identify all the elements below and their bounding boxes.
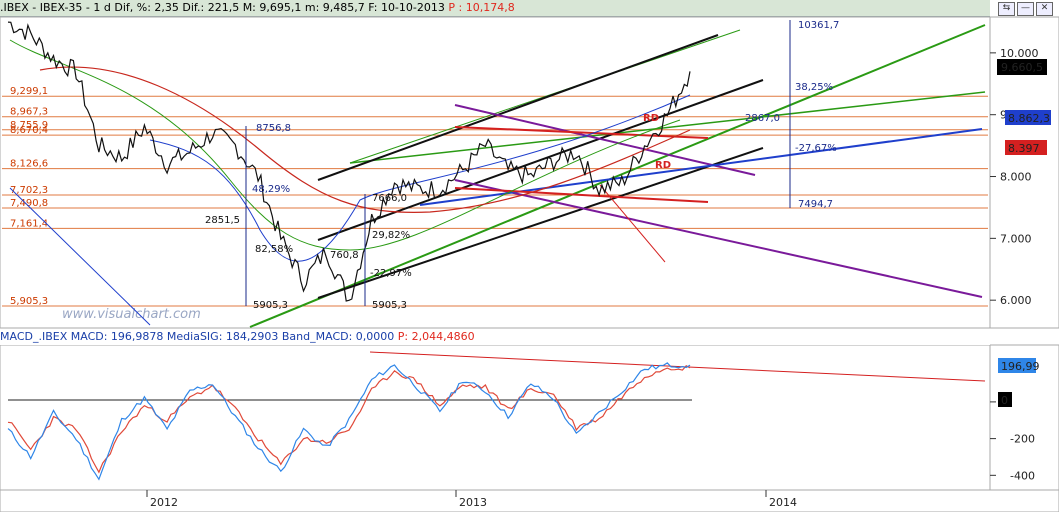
annotation-27-67: -27,67%: [795, 143, 837, 154]
price-chart-header: .IBEX - IBEX-35 - 1 d Dif, %: 2,35 Dif.:…: [0, 0, 990, 17]
level-label: 8,755,9: [10, 120, 48, 131]
macd-p-value: P: 2,044,4860: [397, 330, 475, 343]
macd-axis: -200 -400: [990, 401, 1035, 482]
black-channel-lower: [317, 147, 764, 299]
blue-price-value: 8.862,3: [1008, 112, 1050, 125]
date-axis-area: [0, 489, 1059, 512]
macd-series: [7, 362, 691, 481]
ma-blue: [149, 94, 691, 262]
y-tick-label: 8.000: [1000, 171, 1032, 184]
annotation-760: 760,8: [330, 250, 359, 261]
y-tick-label: 7.000: [1000, 232, 1032, 245]
symbol-info: .IBEX - IBEX-35 - 1 d Dif, %: 2,35 Dif.:…: [0, 1, 445, 14]
current-price-tag: [997, 59, 1047, 75]
level-label: 7,702,3: [10, 185, 48, 196]
level-label: 8,967,3: [10, 107, 48, 118]
x-tick-label: 2012: [150, 496, 178, 509]
y-tick-label: 10.000: [1000, 47, 1039, 60]
red-price-tag: [1005, 140, 1047, 155]
annotation-10361: 10361,7: [798, 20, 839, 31]
annotation-5905-b: 5905,3: [372, 300, 407, 311]
price-plot-area[interactable]: [0, 16, 991, 329]
annotation-8756: 8756,8: [256, 123, 291, 134]
rd-label-1: RD: [643, 113, 659, 124]
annotation-5905-a: 5905,3: [253, 300, 288, 311]
current-price-value: 9.660,5: [1001, 61, 1043, 74]
annotation-22-97: -22,97%: [370, 268, 412, 279]
macd-tags: 196,99 0: [998, 358, 1040, 407]
green-channel-lower: [249, 24, 986, 328]
trend-lines: [9, 24, 986, 328]
price-tags: 9.660,5 8.862,3 8.397: [997, 59, 1051, 155]
level-label: 7,161,4: [10, 218, 48, 229]
purple-line-upper: [454, 104, 756, 176]
blue-price-tag: [1005, 110, 1051, 125]
macd-info: MACD_.IBEX MACD: 196,9878 MediaSIG: 184,…: [0, 330, 395, 343]
annotation-2851: 2851,5: [205, 215, 240, 226]
macd-trend-line: [369, 351, 986, 382]
ma-green: [9, 39, 681, 251]
ma-red: [39, 66, 691, 213]
level-label: 8,126,6: [10, 159, 48, 170]
red-line-upper: [454, 126, 709, 139]
annotation-48-29: 48,29%: [252, 184, 290, 195]
purple-line-lower: [454, 179, 983, 298]
date-axis: 2012 2013 2014: [146, 490, 797, 509]
rd-label-2: RD: [655, 160, 671, 171]
green-thin-line: [349, 29, 741, 164]
red-thin-line: [599, 184, 666, 263]
level-label: 9,299,1: [10, 86, 48, 97]
measure-lines: [245, 20, 791, 306]
black-channel-upper: [317, 34, 719, 181]
annotation-2867: 2867,0: [745, 113, 780, 124]
y-tick-label: 6.000: [1000, 294, 1032, 307]
annotation-82-58: 82,58%: [255, 244, 293, 255]
level-label: 5,905,3: [10, 296, 48, 307]
blue-thin-line: [9, 187, 151, 326]
macd-y-tick-label: -200: [1010, 433, 1035, 446]
macd-y-tick-label: -400: [1010, 469, 1035, 482]
level-label: 8,670,4: [10, 125, 48, 136]
watermark: www.visualchart.com: [62, 307, 201, 322]
macd-header: MACD_.IBEX MACD: 196,9878 MediaSIG: 184,…: [0, 329, 990, 345]
chart-annotations: 8756,8 48,29% 2851,5 82,58% 760,8 5905,3…: [205, 20, 839, 311]
blue-trend-line: [419, 128, 983, 206]
swap-icon[interactable]: ⇆: [998, 2, 1015, 16]
macd-value-tag: [998, 358, 1036, 373]
annotation-29-82: 29,82%: [372, 230, 410, 241]
macd-plot-area[interactable]: [0, 344, 991, 491]
macd-value: 196,99: [1001, 360, 1040, 373]
red-line-lower: [454, 187, 709, 203]
black-channel-mid: [317, 79, 764, 241]
p-value: P : 10,174,8: [448, 1, 515, 14]
macd-signal-series: [7, 365, 691, 474]
red-price-value: 8.397: [1008, 142, 1040, 155]
macd-zero-value: 0: [1001, 394, 1008, 407]
annotation-7666: 7666,0: [372, 193, 407, 204]
window-controls: ⇆ — ✕: [998, 2, 1053, 16]
green-channel-upper: [349, 91, 986, 164]
level-label: 7,490,8: [10, 198, 48, 209]
x-tick-label: 2014: [769, 496, 797, 509]
price-series: [7, 21, 691, 302]
annotation-7494: 7494,7: [798, 199, 833, 210]
annotation-38-25: 38,25%: [795, 82, 833, 93]
minimize-icon[interactable]: —: [1017, 2, 1034, 16]
close-icon[interactable]: ✕: [1036, 2, 1053, 16]
macd-zero-tag: [998, 392, 1012, 407]
x-tick-label: 2013: [459, 496, 487, 509]
moving-averages: [9, 39, 691, 262]
